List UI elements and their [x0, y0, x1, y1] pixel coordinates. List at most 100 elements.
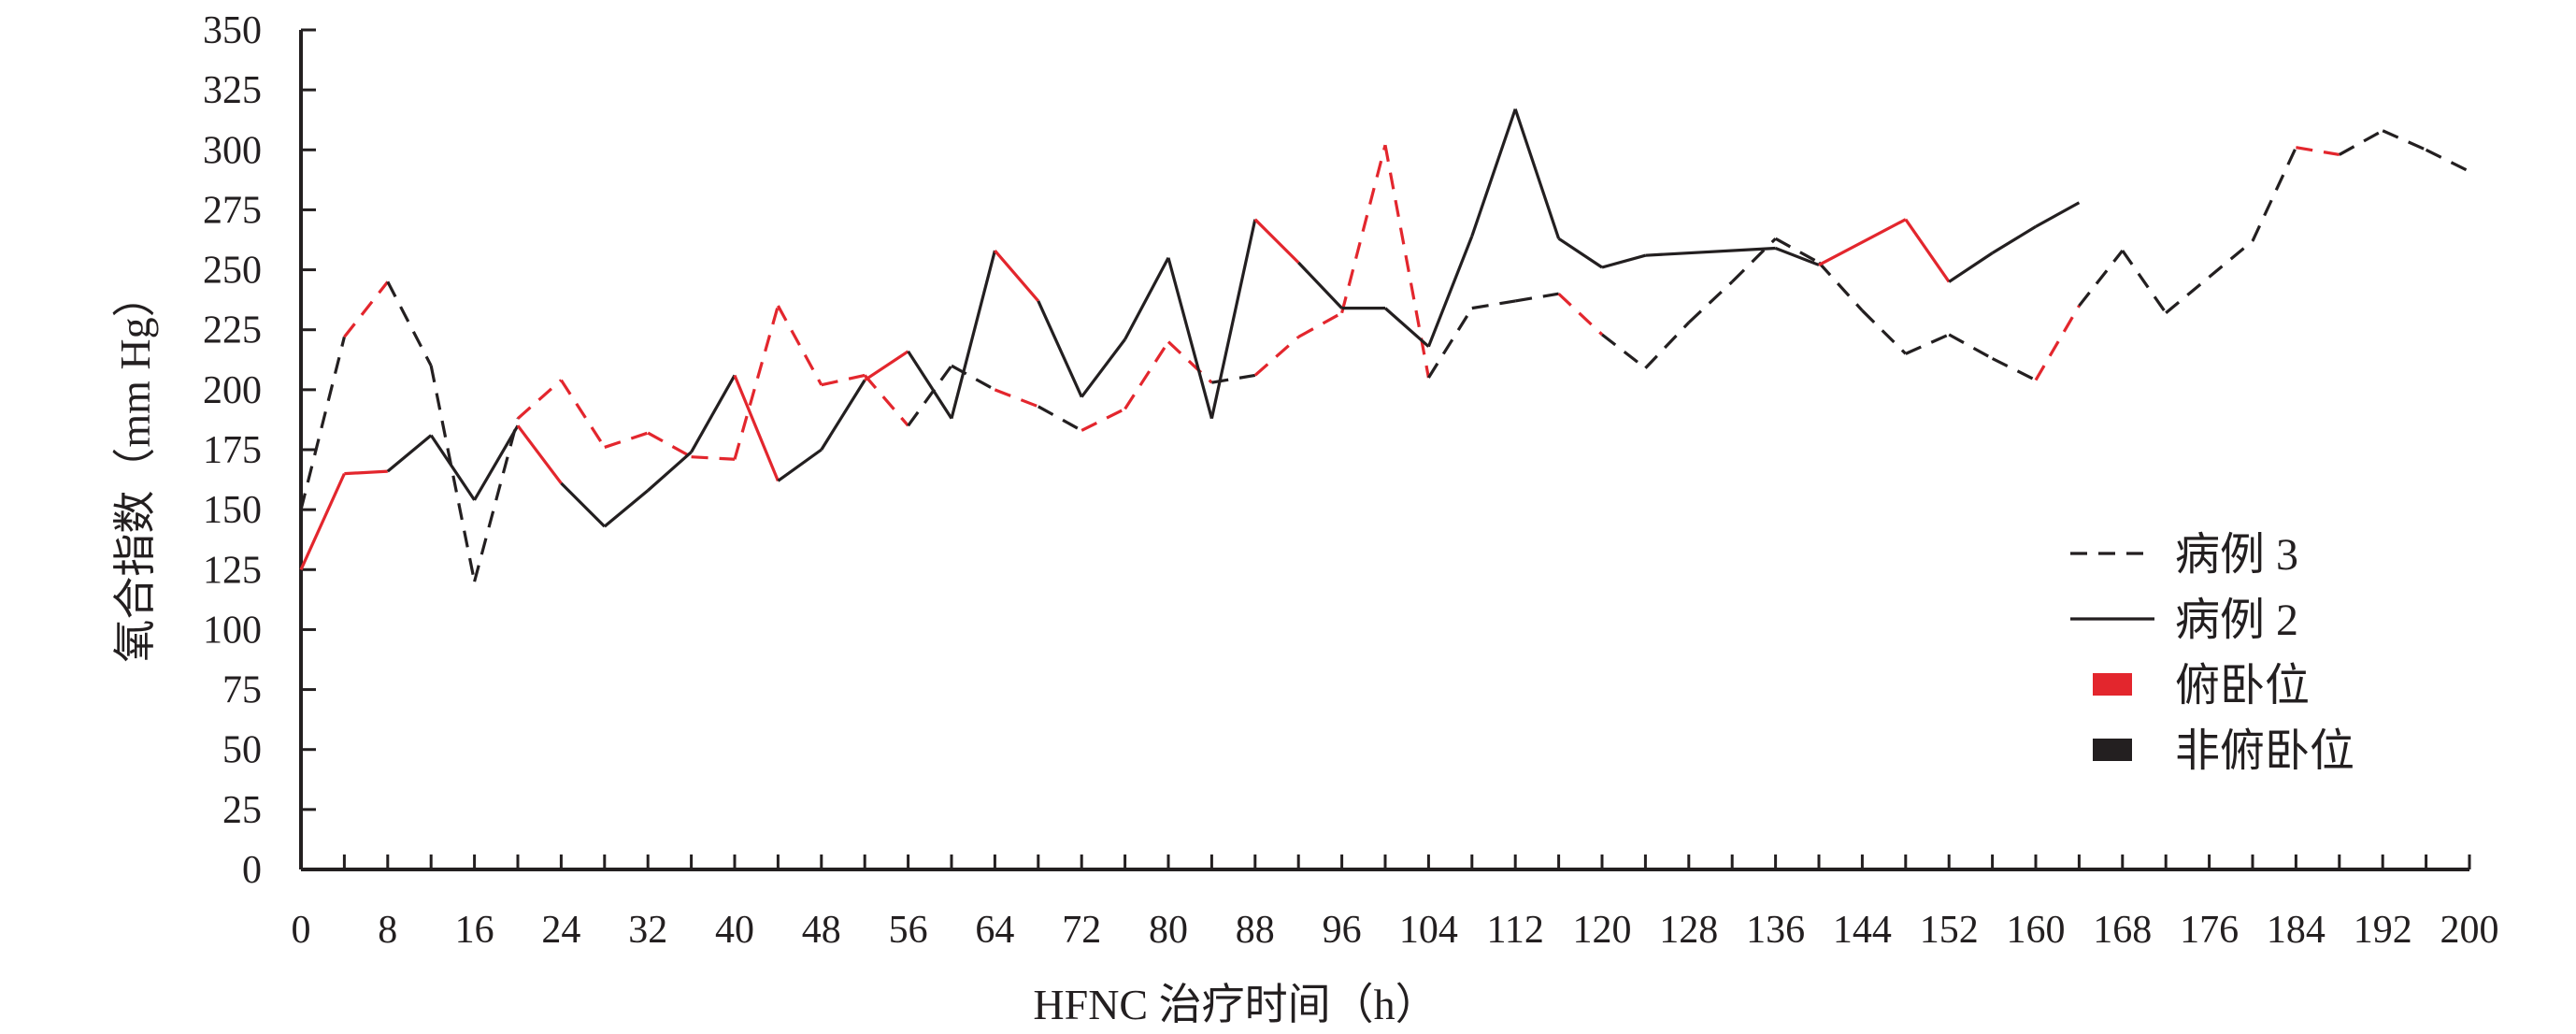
y-tick-label: 300 [203, 129, 262, 172]
series-segment [1471, 299, 1516, 310]
series-segment [1818, 218, 1907, 266]
x-tick-label: 128 [1659, 909, 1718, 952]
series-segment [1037, 300, 1083, 398]
series-1 [299, 129, 2470, 582]
x-tick-label: 40 [715, 909, 754, 952]
series-segment [1426, 236, 1474, 348]
series-segment [473, 424, 520, 501]
legend-item: 病例 2 [2070, 596, 2298, 645]
legend-label: 病例 2 [2175, 596, 2298, 645]
series-segment [1340, 144, 1387, 314]
series-segment [560, 481, 606, 528]
y-tick-label: 250 [203, 250, 262, 293]
series-segment [1038, 405, 1082, 432]
series-segment [604, 431, 649, 449]
series-segment [560, 379, 607, 449]
series-segment [343, 280, 390, 338]
legend-label: 俯卧位 [2175, 661, 2310, 711]
y-tick-label: 100 [203, 609, 262, 652]
series-segment [386, 280, 433, 366]
y-tick-label: 150 [203, 489, 262, 532]
series-segment [777, 448, 823, 482]
series-segment [1123, 340, 1170, 410]
series-segment [1817, 261, 1864, 312]
series-segment [473, 418, 520, 582]
series-segment [1211, 373, 1256, 384]
series-segment [2251, 147, 2297, 242]
legend-swatch [2093, 673, 2132, 696]
series-segment [1080, 407, 1126, 432]
series-segment [1123, 256, 1170, 340]
series-segment [299, 472, 346, 570]
series-segment [907, 350, 953, 420]
series-segment [1383, 144, 1430, 379]
series-segment [994, 250, 1040, 302]
x-tick-label: 72 [1062, 909, 1101, 952]
legend-item: 非俯卧位 [2093, 726, 2354, 776]
x-tick-label: 24 [541, 909, 580, 952]
series-segment [1904, 218, 1951, 283]
y-tick-label: 175 [203, 429, 262, 472]
series-segment [2121, 250, 2168, 314]
y-tick-label: 25 [222, 789, 262, 832]
series-segment [2208, 239, 2254, 279]
series-layer [299, 108, 2470, 582]
series-segment [1905, 333, 1950, 355]
x-tick-label: 32 [628, 909, 667, 952]
series-segment [603, 489, 650, 528]
series-segment [1861, 309, 1907, 355]
series-segment [429, 365, 477, 582]
x-tick-label: 16 [455, 909, 494, 952]
series-segment [647, 451, 693, 492]
y-tick-label: 125 [203, 549, 262, 592]
y-tick-label: 0 [242, 849, 262, 892]
series-segment [820, 379, 866, 451]
series-segment [344, 469, 388, 476]
x-tick-label: 120 [1573, 909, 1632, 952]
series-segment [1470, 108, 1517, 237]
series-segment [1601, 253, 1646, 269]
x-tick-label: 152 [1920, 909, 1979, 952]
series-segment [1557, 293, 1604, 337]
series-segment [1731, 237, 1777, 283]
series-segment [1991, 357, 2037, 382]
legend-label: 病例 3 [2175, 530, 2298, 580]
x-tick-label: 104 [1399, 909, 1458, 952]
x-tick-label: 64 [975, 909, 1014, 952]
x-tick-label: 0 [292, 909, 311, 952]
series-segment [776, 305, 823, 386]
series-segment [2339, 129, 2383, 156]
series-segment [516, 424, 563, 484]
series-segment [1253, 218, 1300, 265]
series-segment [1513, 108, 1561, 239]
series-segment [1601, 333, 1647, 370]
series-segment [299, 337, 346, 510]
series-segment [516, 379, 563, 420]
series-segment [2034, 305, 2081, 381]
y-tick-label: 275 [203, 189, 262, 232]
series-segment [951, 364, 996, 392]
y-tick-label: 350 [203, 9, 262, 52]
series-segment [1514, 292, 1559, 303]
series-segment [1774, 237, 1820, 265]
series-segment [1297, 311, 1343, 338]
y-tick-label: 325 [203, 69, 262, 112]
x-tick-label: 56 [889, 909, 928, 952]
series-segment [1687, 280, 1734, 324]
series-segment [2425, 148, 2470, 173]
x-tick-label: 176 [2180, 909, 2239, 952]
x-tick-label: 88 [1236, 909, 1275, 952]
legend-item: 俯卧位 [2093, 661, 2310, 711]
y-ticks: 0 25 50 75 100 125 150 175 200 225 250 275 300 325 350 [203, 9, 316, 892]
legend-swatch [2093, 739, 2132, 761]
series-segment [1297, 261, 1343, 309]
y-tick-label: 50 [222, 729, 262, 772]
y-axis-title: 氧合指数（mm Hg） [111, 274, 159, 662]
legend-label: 非俯卧位 [2175, 726, 2354, 776]
series-segment [950, 250, 996, 420]
x-tick-label: 184 [2267, 909, 2326, 952]
series-segment [2035, 201, 2081, 228]
series-segment [1948, 333, 1994, 360]
